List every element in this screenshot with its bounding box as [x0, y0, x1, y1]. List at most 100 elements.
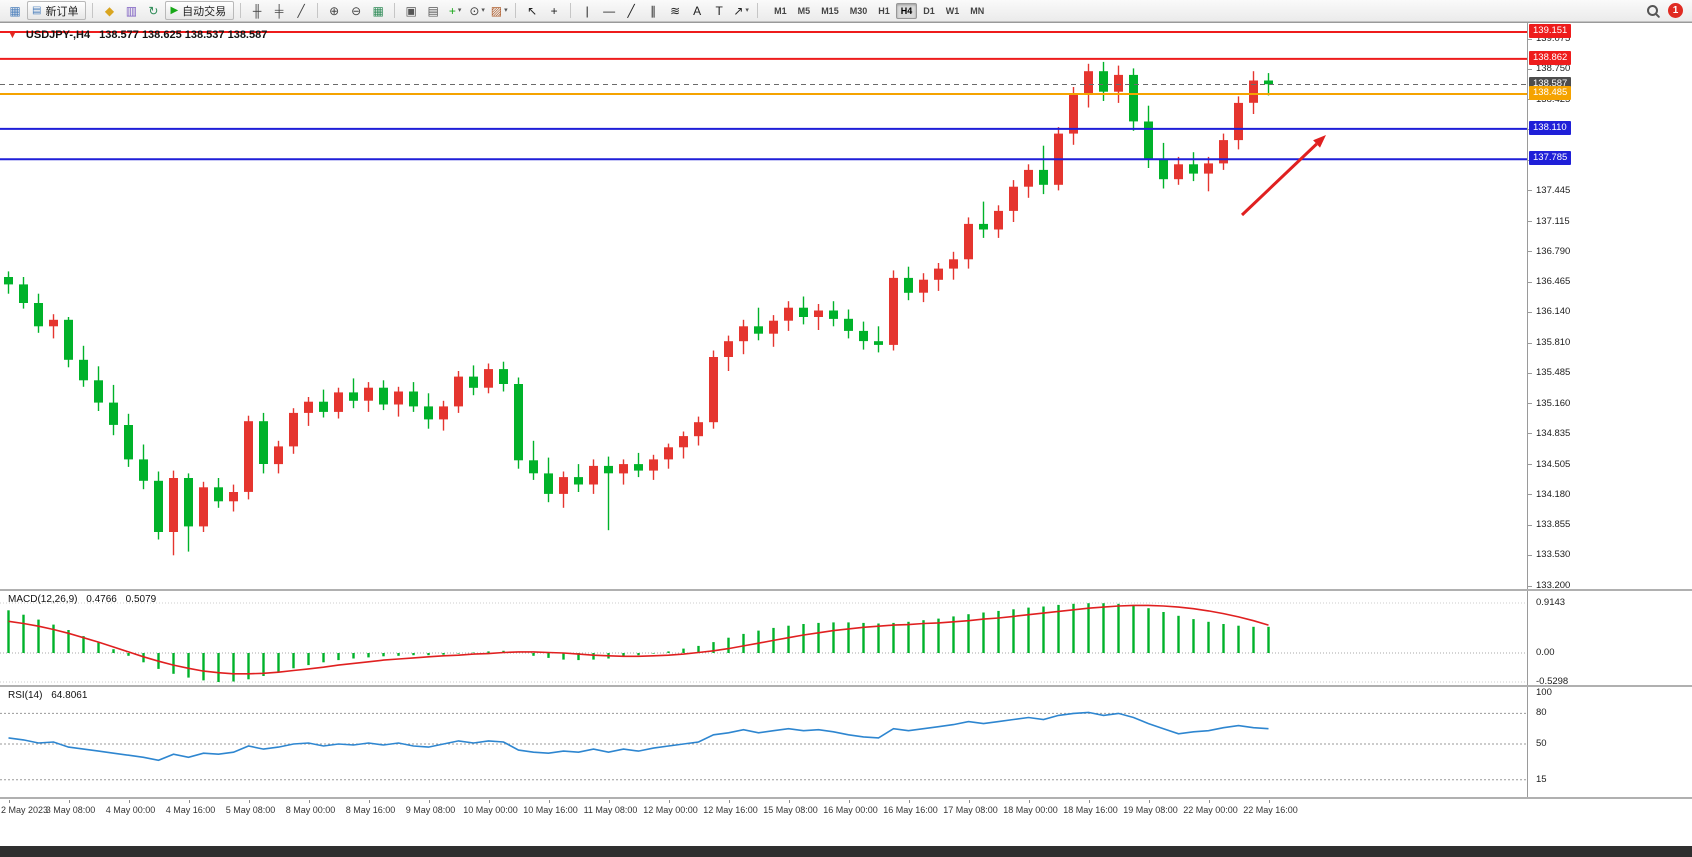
channel-icon[interactable]: ∥ — [650, 3, 657, 18]
macd-scale-label: 0.9143 — [1536, 597, 1566, 608]
cursor-icon[interactable]: ↖ — [527, 3, 538, 18]
zoom-out-icon[interactable]: ⊖ — [351, 3, 362, 18]
candle-body — [769, 320, 778, 334]
tile-windows-icon[interactable]: ▦ — [372, 3, 384, 18]
time-axis-label: 4 May 16:00 — [165, 805, 216, 815]
candle-body — [334, 392, 343, 412]
horizontal-line-icon[interactable]: — — [603, 3, 616, 18]
timeframe-h4[interactable]: H4 — [895, 2, 918, 19]
candle-body — [1204, 163, 1213, 174]
panel-splitter — [0, 797, 1692, 799]
timeframe-m5[interactable]: M5 — [797, 5, 811, 16]
rsi-scale-label: 80 — [1536, 707, 1547, 719]
candle-body — [484, 369, 493, 388]
bar-chart-icon[interactable]: ╫ — [252, 3, 262, 18]
notifications-badge[interactable]: 1 — [1668, 3, 1683, 18]
candlestick-chart-icon[interactable]: ╪ — [274, 3, 284, 18]
autotrading-icon: ▶ — [170, 5, 179, 16]
time-axis-label: 12 May 00:00 — [643, 805, 698, 815]
text-label-icon[interactable]: T — [715, 3, 723, 18]
candle-body — [259, 421, 268, 464]
new-order-button[interactable]: ▤ 新订单 — [27, 1, 87, 20]
candle-body — [574, 477, 583, 485]
timeframe-m1[interactable]: M1 — [774, 5, 787, 16]
time-tick-mark — [608, 800, 610, 803]
candle-body — [589, 465, 598, 485]
trend-arrow-head[interactable] — [1313, 135, 1326, 148]
timeframe-w1[interactable]: W1 — [945, 5, 960, 16]
timeframe-d1[interactable]: D1 — [923, 5, 935, 16]
auto-arrange-icon[interactable]: ▣ — [405, 3, 417, 18]
trend-arrow[interactable] — [1240, 142, 1318, 217]
timeframe-m30[interactable]: M30 — [849, 5, 868, 16]
candle-body — [604, 465, 613, 474]
market-watch-icon[interactable]: ▥ — [125, 3, 138, 18]
metaeditor-icon[interactable]: ◆ — [104, 3, 115, 18]
rsi-panel-canvas[interactable] — [0, 687, 1527, 797]
price-axis[interactable]: 139.075138.750138.425138.100137.775137.4… — [1527, 23, 1692, 797]
rsi-line — [8, 711, 1269, 762]
candle-body — [79, 359, 88, 381]
new-chart-icon[interactable]: ▦ — [9, 3, 21, 18]
grid-icon[interactable]: ▤ — [427, 3, 439, 18]
template-icon[interactable]: ▨ ▾ — [490, 3, 508, 18]
horizontal-scrollbar[interactable] — [0, 846, 1692, 857]
price-tick-mark — [1528, 403, 1532, 405]
rsi-label: RSI(14) 64.8061 — [8, 690, 93, 701]
indicators-icon[interactable]: + ▾ — [448, 3, 462, 18]
period-icon[interactable]: ⊙ ▾ — [469, 3, 485, 18]
price-tick-label: 137.115 — [1536, 215, 1570, 227]
trendline-icon[interactable]: ╱ — [627, 3, 635, 18]
candle-body — [634, 464, 643, 471]
time-tick-mark — [1268, 800, 1270, 803]
time-tick-mark — [908, 800, 910, 803]
candle-body — [679, 436, 688, 448]
toolbar: ▦ ▤ 新订单 ◆ ▥ ↻ ▶ 自动交易 ╫ ╪ ╱ ⊕ ⊖ ▦ ▣ ▤ + ▾ ⊙ ▾ ▨ ▾ ↖ + | — ╱ ∥ ≋ A T ↗ ▾ M1… — [0, 0, 1692, 22]
search-icon[interactable] — [1642, 1, 1662, 21]
time-axis-label: 15 May 08:00 — [763, 805, 818, 815]
timeframe-m15[interactable]: M15 — [821, 5, 839, 16]
candle-body — [724, 341, 733, 357]
autotrading-button[interactable]: ▶ 自动交易 — [165, 1, 235, 20]
price-tick-label: 137.445 — [1536, 184, 1571, 196]
candle-body — [154, 480, 163, 532]
text-icon[interactable]: A — [693, 3, 702, 18]
fibonacci-icon[interactable]: ≋ — [670, 3, 681, 18]
candle-body — [199, 487, 208, 527]
zoom-in-icon[interactable]: ⊕ — [329, 3, 340, 18]
timeframe-mn[interactable]: MN — [970, 5, 985, 16]
arrows-icon[interactable]: ↗ ▾ — [733, 3, 749, 18]
price-tick-label: 135.160 — [1536, 397, 1571, 409]
candle-body — [949, 259, 958, 269]
candle-body — [109, 402, 118, 425]
candle-body — [289, 412, 298, 447]
candle-body — [379, 387, 388, 405]
panel-splitter[interactable] — [0, 589, 1692, 591]
panel-splitter[interactable] — [0, 685, 1692, 687]
price-tick-mark — [1528, 251, 1532, 253]
crosshair-icon[interactable]: + — [550, 3, 558, 18]
price-tick-mark — [1528, 311, 1532, 313]
price-tick-mark — [1528, 524, 1532, 526]
candle-body — [814, 310, 823, 317]
time-tick-mark — [968, 800, 970, 803]
candle-body — [829, 310, 838, 319]
time-axis-label: 16 May 00:00 — [823, 805, 878, 815]
price-tick-mark — [1528, 494, 1532, 496]
chart-symbol-title: USDJPY-,H4 — [25, 29, 91, 41]
timeframe-h1[interactable]: H1 — [878, 5, 890, 16]
time-axis[interactable]: 2 May 2023 3 May 08:00 4 May 00:00 4 May 16… — [0, 800, 1692, 820]
macd-scale-label: 0.00 — [1536, 647, 1555, 659]
line-chart-icon[interactable]: ╱ — [297, 3, 305, 18]
time-axis-label: 8 May 16:00 — [345, 805, 396, 815]
price-chart-canvas[interactable] — [0, 23, 1527, 589]
candle-body — [184, 478, 193, 527]
macd-panel-canvas[interactable] — [0, 591, 1527, 685]
time-axis-label: 19 May 08:00 — [1123, 805, 1178, 815]
time-axis-label: 22 May 16:00 — [1243, 805, 1298, 815]
vertical-line-icon[interactable]: | — [585, 3, 589, 18]
candle-body — [469, 376, 478, 388]
navigator-icon[interactable]: ↻ — [148, 3, 159, 18]
time-axis-label: 2 May 2023 — [1, 805, 49, 815]
price-tick-mark — [1528, 342, 1532, 344]
